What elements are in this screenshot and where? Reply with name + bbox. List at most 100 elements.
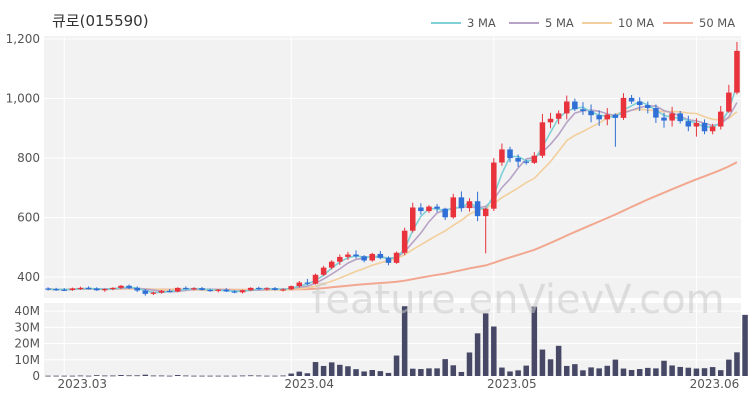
candle-body (320, 267, 327, 275)
candle-body (588, 111, 594, 116)
volume-bar (677, 366, 683, 376)
volume-bar (126, 375, 132, 377)
volume-bar (628, 369, 635, 376)
volume-bar (215, 375, 222, 377)
volume-bar (742, 314, 748, 376)
candle-body (709, 126, 716, 132)
volume-bar (45, 375, 51, 377)
candle-body (458, 197, 465, 209)
volume-bar (337, 364, 343, 376)
volume-bar (183, 375, 189, 377)
candle-body (507, 149, 513, 159)
candle-body (393, 252, 400, 263)
volume-bar (734, 352, 740, 376)
candle-body (45, 288, 51, 290)
legend-item-50ma: 50 MA (663, 16, 735, 30)
volume-bar (482, 313, 489, 376)
volume-bar (410, 368, 416, 376)
candle-body (482, 208, 489, 217)
volume-bar (726, 359, 732, 376)
volume-bar (231, 375, 238, 377)
candle-body (183, 287, 189, 290)
volume-bar (426, 368, 432, 376)
volume-bar (474, 333, 481, 376)
volume-bar (588, 367, 594, 376)
candle-body (547, 118, 554, 123)
volume-bar (661, 360, 667, 376)
candle-body (466, 201, 473, 209)
candle-body (166, 290, 173, 293)
legend-label-10ma: 10 MA (618, 16, 655, 30)
candle-body (280, 289, 286, 291)
candle-body (734, 50, 740, 93)
volume-bar (77, 375, 84, 377)
legend-label-5ma: 5 MA (545, 16, 574, 30)
volume-bar (563, 365, 570, 376)
candle-body (312, 274, 319, 284)
candle-body (677, 113, 683, 122)
candle-body (555, 113, 562, 119)
candle-body (426, 206, 432, 212)
volume-bar (191, 375, 197, 377)
volume-bar (612, 359, 619, 376)
price-tick-label: 1,200 (6, 32, 40, 46)
volume-bar (555, 345, 562, 376)
candle-body (69, 288, 76, 290)
volume-bar (134, 375, 140, 377)
legend-swatch-10ma (582, 21, 612, 24)
volume-tick-label: 30M (14, 320, 40, 334)
chart-title: 큐로(015590) (52, 12, 149, 30)
candle-body (701, 122, 708, 132)
candle-body (142, 290, 149, 294)
volume-tick-label: 10M (14, 353, 40, 367)
volume-bar (53, 375, 59, 377)
volume-bar (458, 371, 465, 376)
volume-bar (385, 372, 392, 376)
candle-body (450, 197, 457, 218)
candle-body (693, 122, 700, 127)
candle-body (369, 253, 375, 261)
candle-body (531, 155, 538, 163)
volume-bar (207, 375, 213, 377)
volume-bar (450, 365, 457, 376)
volume-bar (499, 367, 505, 376)
volume-bar (296, 371, 303, 376)
price-tick-label: 800 (17, 151, 40, 165)
candle-body (272, 288, 278, 290)
volume-bar (345, 366, 351, 376)
candle-body (207, 289, 213, 292)
volume-bar (645, 367, 651, 376)
candle-body (563, 101, 570, 114)
volume-bar (515, 370, 521, 376)
volume-bar (466, 352, 473, 376)
candle-body (239, 290, 246, 293)
volume-bar (85, 375, 92, 377)
candle-body (304, 282, 311, 284)
candle-body (174, 287, 181, 292)
volume-bar (304, 373, 311, 376)
volume-bar (547, 359, 554, 376)
volume-bar (620, 368, 627, 376)
candle-body (134, 287, 140, 291)
legend-label-50ma: 50 MA (699, 16, 736, 30)
legend-item-5ma: 5 MA (509, 16, 574, 30)
candle-body (110, 287, 116, 290)
volume-bar (118, 375, 124, 376)
legend-swatch-3ma (431, 21, 461, 24)
volume-bar (69, 375, 76, 377)
volume-bar (102, 375, 108, 377)
volume-bar (434, 368, 440, 376)
volume-bar (507, 371, 513, 376)
volume-tick-label: 20M (14, 337, 40, 351)
volume-bar (288, 373, 294, 376)
volume-bar (523, 365, 529, 376)
candle-body (410, 207, 416, 231)
volume-panel (44, 303, 741, 376)
candle-body (580, 109, 586, 112)
legend-label-3ma: 3 MA (467, 16, 496, 30)
price-tick-label: 600 (17, 211, 40, 225)
candle-body (401, 230, 408, 253)
candle-body (126, 285, 132, 288)
volume-bar (353, 369, 359, 376)
candle-body (523, 161, 529, 163)
